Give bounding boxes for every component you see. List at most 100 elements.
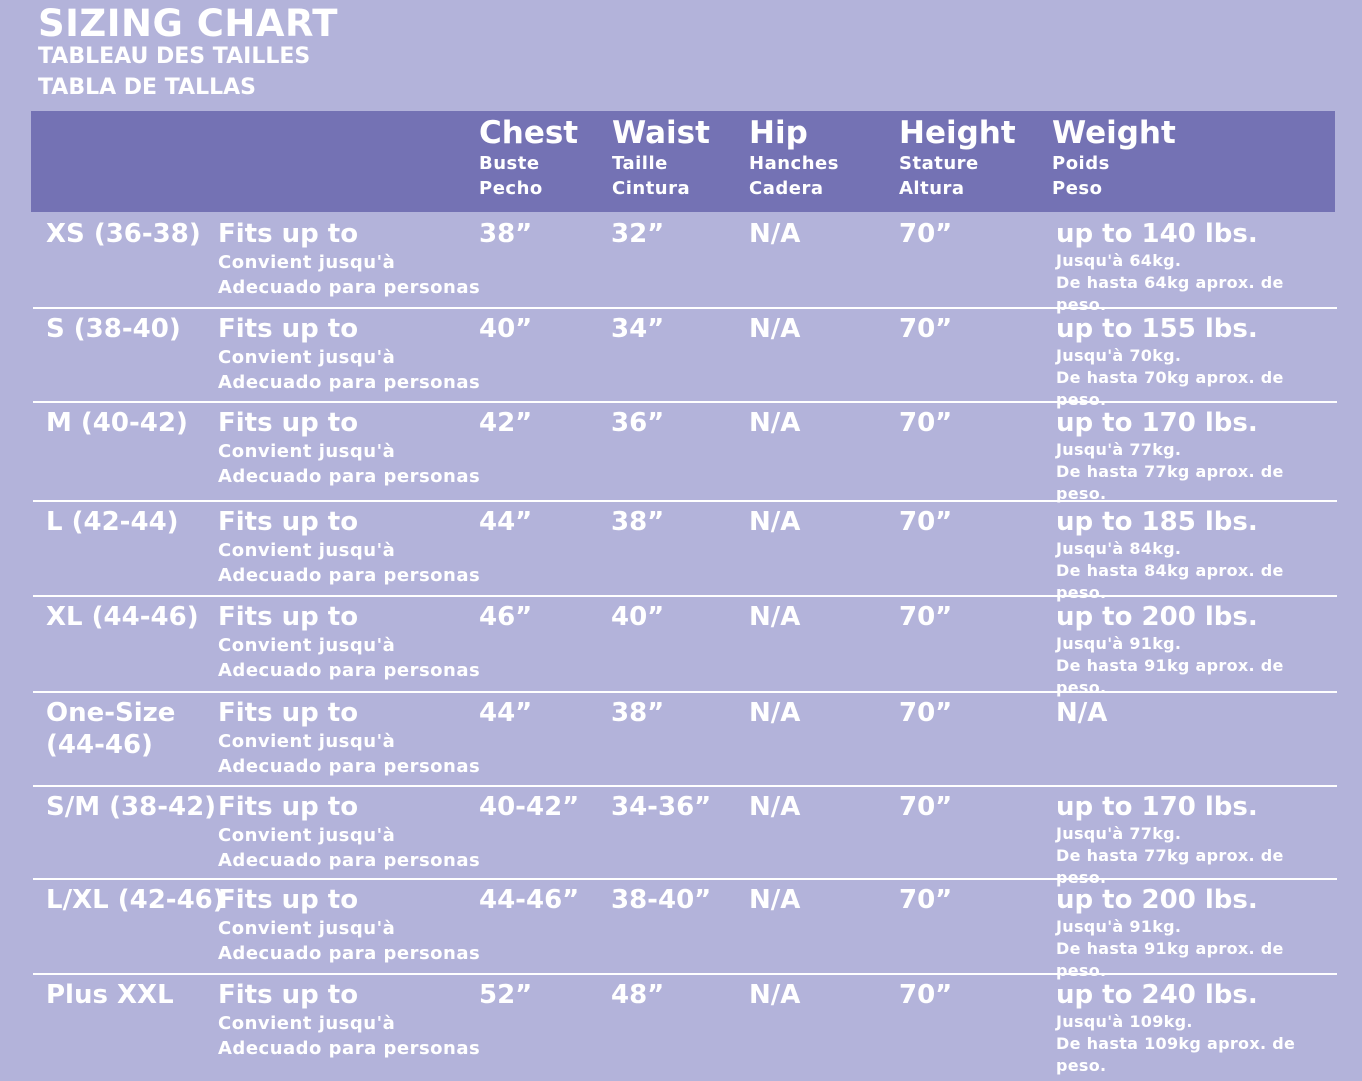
waist-value: 38” <box>611 698 665 728</box>
weight-es: De hasta 77kg aprox. de peso. <box>1056 846 1284 887</box>
waist-cell: 32” <box>611 218 664 250</box>
waist-cell: 40” <box>611 601 664 633</box>
fits-es: Adecuado para personas <box>218 943 481 964</box>
hip-value: N/A <box>749 885 801 915</box>
height-cell: 70” <box>899 313 952 345</box>
hip-cell: N/A <box>749 791 800 823</box>
size-cell: L/XL (42-46) <box>46 884 225 916</box>
size-label: M (40-42) <box>46 408 188 438</box>
page-title: SIZING CHART <box>38 2 339 45</box>
weight-fr: Jusqu'à 91kg. <box>1056 634 1182 653</box>
fits-en: Fits up to <box>218 885 359 915</box>
column-header-es: Cadera <box>749 178 824 199</box>
weight-es: De hasta 64kg aprox. de peso. <box>1056 273 1284 314</box>
row-divider <box>33 307 1337 309</box>
weight-cell: up to 200 lbs. Jusqu'à 91kg. De hasta 91kg… <box>1056 601 1337 699</box>
waist-cell: 38-40” <box>611 884 711 916</box>
weight-es: De hasta 91kg aprox. de peso. <box>1056 939 1284 980</box>
column-header-fr: Buste <box>479 153 540 174</box>
waist-value: 38-40” <box>611 885 712 915</box>
hip-value: N/A <box>749 507 801 537</box>
fits-en: Fits up to <box>218 602 359 632</box>
size-label: XS (36-38) <box>46 219 201 249</box>
size-cell: M (40-42) <box>46 407 188 439</box>
waist-cell: 34-36” <box>611 791 711 823</box>
fits-es: Adecuado para personas <box>218 850 481 871</box>
fits-es: Adecuado para personas <box>218 372 481 393</box>
waist-value: 34” <box>611 314 665 344</box>
height-cell: 70” <box>899 407 952 439</box>
fits-es: Adecuado para personas <box>218 660 481 681</box>
hip-cell: N/A <box>749 506 800 538</box>
row-divider <box>33 785 1337 787</box>
chest-cell: 42” <box>479 407 532 439</box>
chest-cell: 38” <box>479 218 532 250</box>
chest-cell: 40” <box>479 313 532 345</box>
column-header-fr: Poids <box>1052 153 1110 174</box>
weight-value: N/A <box>1056 698 1108 728</box>
column-header: Hip Hanches Cadera <box>749 115 839 201</box>
column-header-es: Cintura <box>612 178 691 199</box>
weight-value: up to 170 lbs. <box>1056 408 1258 438</box>
height-cell: 70” <box>899 218 952 250</box>
column-header-en: Height <box>899 115 1016 151</box>
height-value: 70” <box>899 885 953 915</box>
size-label: L/XL (42-46) <box>46 885 225 915</box>
height-value: 70” <box>899 507 953 537</box>
chest-value: 46” <box>479 602 533 632</box>
weight-cell: up to 140 lbs. Jusqu'à 64kg. De hasta 64kg… <box>1056 218 1337 316</box>
row-divider <box>33 878 1337 880</box>
height-cell: 70” <box>899 697 952 729</box>
column-header: Weight Poids Peso <box>1052 115 1176 201</box>
hip-cell: N/A <box>749 313 800 345</box>
chest-value: 40” <box>479 314 533 344</box>
fits-en: Fits up to <box>218 792 359 822</box>
weight-cell: up to 155 lbs. Jusqu'à 70kg. De hasta 70kg… <box>1056 313 1337 411</box>
weight-fr: Jusqu'à 109kg. <box>1056 1012 1193 1031</box>
fits-cell: Fits up to Convient jusqu'à Adecuado para … <box>218 884 480 966</box>
size-cell: Plus XXL <box>46 979 174 1011</box>
chest-value: 42” <box>479 408 533 438</box>
hip-value: N/A <box>749 219 801 249</box>
weight-value: up to 185 lbs. <box>1056 507 1258 537</box>
fits-es: Adecuado para personas <box>218 1038 481 1059</box>
table-row: One-Size (44-46) Fits up to Convient jusqu'… <box>33 693 1337 787</box>
chest-value: 52” <box>479 980 533 1010</box>
column-header-fr: Stature <box>899 153 979 174</box>
height-value: 70” <box>899 602 953 632</box>
height-value: 70” <box>899 408 953 438</box>
table-row: M (40-42) Fits up to Convient jusqu'à Adecu… <box>33 403 1337 503</box>
weight-value: up to 200 lbs. <box>1056 885 1258 915</box>
table-row: Plus XXL Fits up to Convient jusqu'à Adecua… <box>33 975 1337 1075</box>
fits-cell: Fits up to Convient jusqu'à Adecuado para … <box>218 313 480 395</box>
weight-es: De hasta 109kg aprox. de peso. <box>1056 1034 1296 1075</box>
column-header-es: Peso <box>1052 178 1103 199</box>
height-cell: 70” <box>899 884 952 916</box>
chest-value: 44” <box>479 698 533 728</box>
table-row: S (38-40) Fits up to Convient jusqu'à Adecu… <box>33 309 1337 409</box>
hip-cell: N/A <box>749 884 800 916</box>
waist-value: 32” <box>611 219 665 249</box>
size-label: S (38-40) <box>46 314 181 344</box>
hip-cell: N/A <box>749 407 800 439</box>
weight-fr: Jusqu'à 91kg. <box>1056 917 1182 936</box>
chest-value: 44” <box>479 507 533 537</box>
height-cell: 70” <box>899 791 952 823</box>
column-header-en: Weight <box>1052 115 1176 151</box>
weight-es: De hasta 70kg aprox. de peso. <box>1056 368 1284 409</box>
height-cell: 70” <box>899 601 952 633</box>
size-range: (44-46) <box>46 730 153 760</box>
size-cell: One-Size (44-46) <box>46 697 175 761</box>
waist-value: 38” <box>611 507 665 537</box>
table-row: XS (36-38) Fits up to Convient jusqu'à Adec… <box>33 214 1337 314</box>
height-value: 70” <box>899 980 953 1010</box>
table-row: L (42-44) Fits up to Convient jusqu'à Adecu… <box>33 502 1337 602</box>
fits-fr: Convient jusqu'à <box>218 635 396 656</box>
weight-value: up to 240 lbs. <box>1056 980 1258 1010</box>
fits-cell: Fits up to Convient jusqu'à Adecuado para … <box>218 407 480 489</box>
column-header-es: Altura <box>899 178 965 199</box>
weight-cell: up to 185 lbs. Jusqu'à 84kg. De hasta 84kg… <box>1056 506 1337 604</box>
weight-es: De hasta 77kg aprox. de peso. <box>1056 462 1284 503</box>
fits-es: Adecuado para personas <box>218 466 481 487</box>
waist-cell: 36” <box>611 407 664 439</box>
